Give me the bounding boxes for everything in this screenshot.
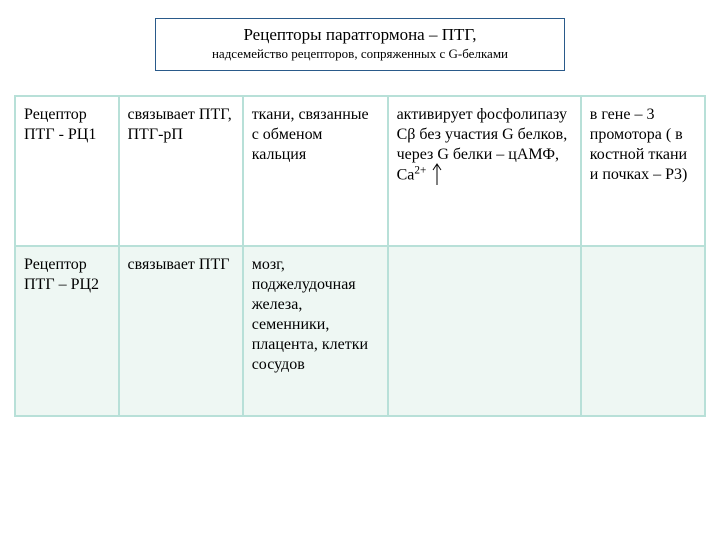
title-line1: Рецепторы паратгормона – ПТГ, [166,25,554,45]
cell-tissues: мозг, поджелудочная железа, семенники, п… [243,246,388,416]
signaling-part1: активирует фосфолипазу Сβ без участия G … [397,106,568,143]
cell-binds: связывает ПТГ [119,246,243,416]
table-row: Рецептор ПТГ – РЦ2 связывает ПТГ мозг, п… [15,246,705,416]
table-row: Рецептор ПТГ - РЦ1 связывает ПТГ, ПТГ-рП… [15,96,705,246]
title-line2: надсемейство рецепторов, сопряженных с G… [166,46,554,62]
cell-signaling [388,246,581,416]
cell-tissues: ткани, связанные с обменом кальция [243,96,388,246]
cell-gene: в гене – 3 промотора ( в костной ткани и… [581,96,705,246]
receptor-table-wrap: Рецептор ПТГ - РЦ1 связывает ПТГ, ПТГ-рП… [14,95,706,417]
cell-binds: связывает ПТГ, ПТГ-рП [119,96,243,246]
cell-receptor: Рецептор ПТГ - РЦ1 [15,96,119,246]
title-box: Рецепторы паратгормона – ПТГ, надсемейст… [155,18,565,71]
cell-signaling: активирует фосфолипазу Сβ без участия G … [388,96,581,246]
signaling-sup: 2+ [414,164,426,176]
cell-gene [581,246,705,416]
cell-receptor: Рецептор ПТГ – РЦ2 [15,246,119,416]
receptor-table: Рецептор ПТГ - РЦ1 связывает ПТГ, ПТГ-рП… [14,95,706,417]
up-arrow-icon [432,163,442,185]
